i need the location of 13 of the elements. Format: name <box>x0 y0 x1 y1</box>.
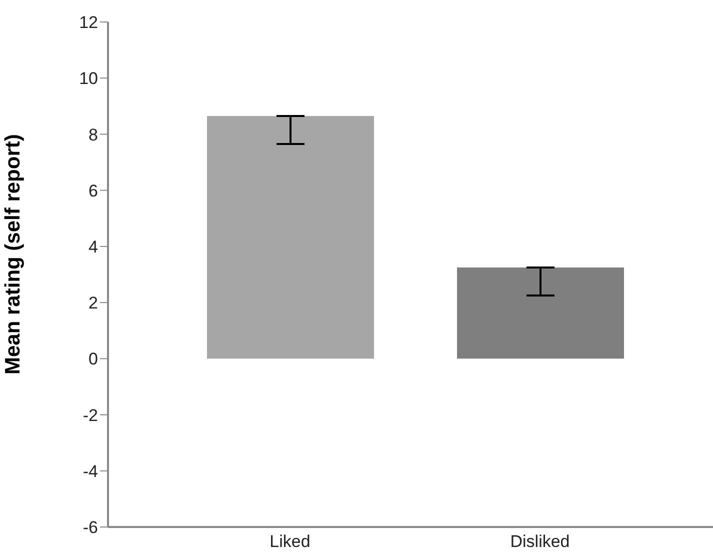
y-tick-label: 0 <box>88 350 98 369</box>
y-tick-label: 6 <box>88 181 98 200</box>
y-tick-label: 2 <box>88 294 98 313</box>
x-tick-label: Liked <box>270 532 310 552</box>
y-tick-label: -6 <box>82 518 98 538</box>
y-tick-label: -4 <box>82 462 98 481</box>
y-tick-label: 8 <box>88 125 98 144</box>
x-tick-label: Disliked <box>510 532 570 552</box>
y-tick-label: 4 <box>88 237 98 256</box>
y-tick-label: 10 <box>79 69 98 88</box>
y-axis-title: Mean rating (self report) <box>1 134 24 374</box>
y-tick-label: -2 <box>82 406 98 425</box>
y-tick-label: 12 <box>79 13 98 32</box>
